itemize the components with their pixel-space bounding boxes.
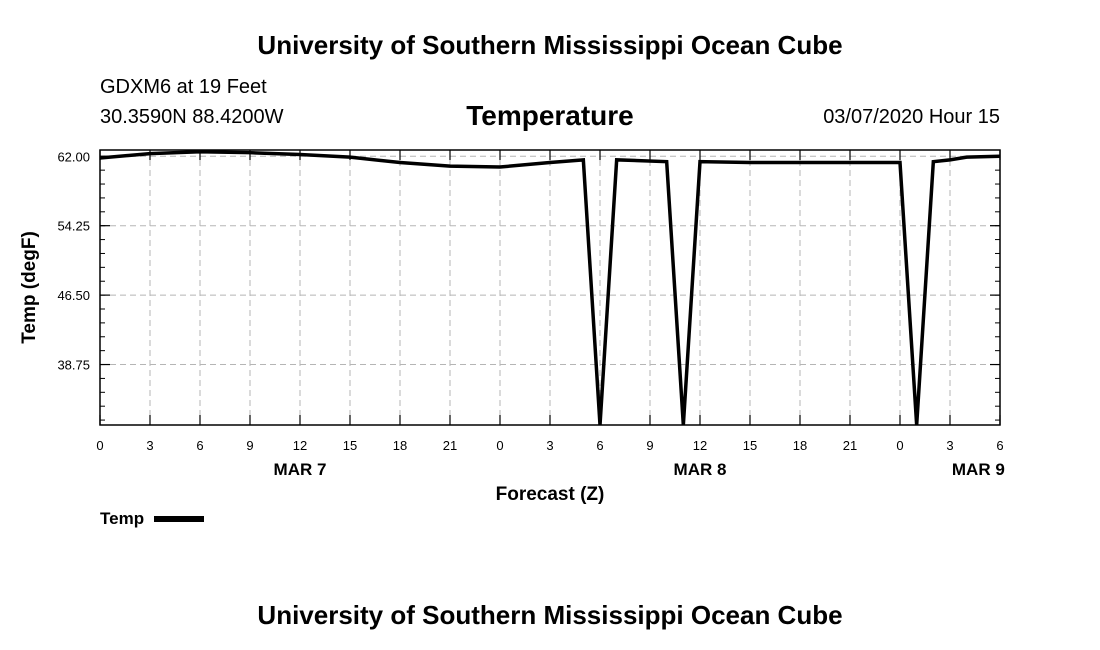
x-tick-label: 18 <box>793 438 807 453</box>
x-tick-label: 9 <box>646 438 653 453</box>
page-title: University of Southern Mississippi Ocean… <box>257 30 843 60</box>
x-tick-label: 6 <box>196 438 203 453</box>
x-tick-label: 0 <box>496 438 503 453</box>
x-tick-label: 9 <box>246 438 253 453</box>
legend-line-swatch <box>154 516 205 522</box>
x-date-label: MAR 7 <box>274 460 327 479</box>
station-label: GDXM6 at 19 Feet <box>100 76 267 98</box>
x-tick-label: 0 <box>896 438 903 453</box>
y-tick-label: 62.00 <box>57 149 90 164</box>
x-axis-label: Forecast (Z) <box>496 484 605 505</box>
x-date-label: MAR 8 <box>674 460 727 479</box>
x-tick-label: 15 <box>343 438 357 453</box>
x-tick-label: 15 <box>743 438 757 453</box>
x-tick-label: 18 <box>393 438 407 453</box>
footer-title: University of Southern Mississippi Ocean… <box>257 600 843 630</box>
y-tick-label: 46.50 <box>57 288 90 303</box>
series-line-temp <box>100 150 1000 425</box>
x-tick-label: 3 <box>146 438 153 453</box>
y-axis-label: Temp (degF) <box>19 231 40 344</box>
x-tick-label: 12 <box>293 438 307 453</box>
chart-subtitle: Temperature <box>466 100 634 131</box>
x-tick-label: 21 <box>443 438 457 453</box>
x-tick-label: 6 <box>596 438 603 453</box>
x-tick-label: 0 <box>96 438 103 453</box>
station-coordinates: 30.3590N 88.4200W <box>100 106 284 128</box>
forecast-datetime: 03/07/2020 Hour 15 <box>823 106 1000 128</box>
x-tick-label: 3 <box>546 438 553 453</box>
legend-label: Temp <box>100 509 145 528</box>
x-tick-label: 12 <box>693 438 707 453</box>
x-tick-label: 3 <box>946 438 953 453</box>
y-tick-label: 54.25 <box>57 219 90 234</box>
x-date-label: MAR 9 <box>952 460 1005 479</box>
x-tick-label: 21 <box>843 438 857 453</box>
x-tick-label: 6 <box>996 438 1003 453</box>
y-tick-label: 38.75 <box>57 358 90 373</box>
legend: Temp <box>100 509 205 529</box>
